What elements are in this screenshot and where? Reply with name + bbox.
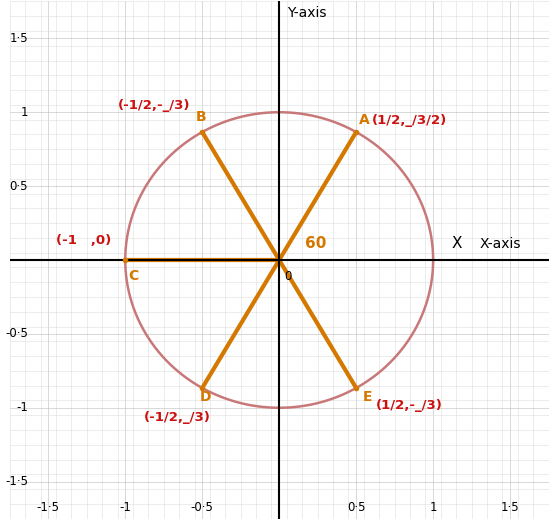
Text: -0·5: -0·5 xyxy=(191,501,213,514)
Text: (1/2,-_/3): (1/2,-_/3) xyxy=(376,399,443,412)
Text: 0·5: 0·5 xyxy=(10,179,28,192)
Text: (1/2,_/3/2): (1/2,_/3/2) xyxy=(372,114,447,127)
Text: -1: -1 xyxy=(16,401,28,414)
Text: E: E xyxy=(362,390,372,404)
Text: Y-axis: Y-axis xyxy=(287,6,326,20)
Text: B: B xyxy=(196,110,207,124)
Text: (-1   ,0): (-1 ,0) xyxy=(56,233,111,246)
Text: X: X xyxy=(452,236,462,251)
Text: 1·5: 1·5 xyxy=(9,32,28,45)
Text: 0: 0 xyxy=(284,270,291,283)
Text: D: D xyxy=(200,390,211,404)
Text: -1·5: -1·5 xyxy=(37,501,60,514)
Text: X-axis: X-axis xyxy=(480,237,521,251)
Text: 60: 60 xyxy=(305,236,327,251)
Text: 0·5: 0·5 xyxy=(347,501,365,514)
Text: -0·5: -0·5 xyxy=(6,328,28,341)
Text: -1·5: -1·5 xyxy=(6,475,28,488)
Text: 1·5: 1·5 xyxy=(501,501,519,514)
Text: (-1/2,_/3): (-1/2,_/3) xyxy=(144,411,211,424)
Text: (-1/2,-_/3): (-1/2,-_/3) xyxy=(118,99,190,112)
Text: C: C xyxy=(128,269,139,283)
Text: A: A xyxy=(359,113,370,127)
Text: -1: -1 xyxy=(119,501,131,514)
Text: 1: 1 xyxy=(21,106,28,119)
Text: 1: 1 xyxy=(430,501,437,514)
